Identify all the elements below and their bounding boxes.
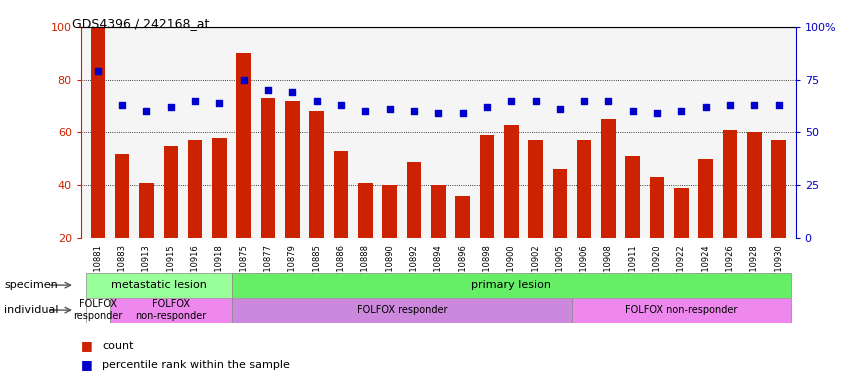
Text: FOLFOX responder: FOLFOX responder — [357, 305, 447, 315]
Point — [456, 111, 470, 117]
Point — [650, 111, 664, 117]
Bar — [407, 162, 421, 238]
Point — [358, 108, 372, 114]
Bar — [382, 185, 397, 238]
Bar — [431, 185, 446, 238]
Bar — [212, 138, 226, 238]
Bar — [140, 183, 154, 238]
Bar — [358, 183, 373, 238]
Bar — [285, 101, 300, 238]
Bar — [115, 154, 129, 238]
Bar — [231, 298, 572, 323]
Bar — [86, 273, 231, 298]
Point — [528, 98, 542, 104]
Text: FOLFOX
non-responder: FOLFOX non-responder — [135, 299, 207, 321]
Bar — [771, 141, 786, 238]
Bar — [480, 135, 494, 238]
Point — [383, 106, 397, 112]
Point — [577, 98, 591, 104]
Point — [261, 87, 275, 93]
Text: primary lesion: primary lesion — [471, 280, 551, 290]
Point — [116, 102, 129, 108]
Bar — [260, 98, 276, 238]
Point — [91, 68, 105, 74]
Bar — [334, 151, 348, 238]
Bar — [650, 177, 665, 238]
Point — [553, 106, 567, 112]
Point — [505, 98, 518, 104]
Bar — [552, 169, 567, 238]
Point — [334, 102, 348, 108]
Text: ■: ■ — [81, 339, 93, 352]
Bar — [699, 159, 713, 238]
Point — [431, 111, 445, 117]
Text: count: count — [102, 341, 134, 351]
Point — [164, 104, 178, 110]
Point — [480, 104, 494, 110]
Point — [626, 108, 640, 114]
Bar — [625, 156, 640, 238]
Bar — [310, 111, 324, 238]
Bar — [86, 298, 110, 323]
Bar — [90, 27, 106, 238]
Bar — [237, 53, 251, 238]
Text: FOLFOX non-responder: FOLFOX non-responder — [625, 305, 738, 315]
Point — [286, 89, 300, 95]
Text: FOLFOX
responder: FOLFOX responder — [73, 299, 123, 321]
Point — [237, 76, 250, 83]
Bar — [528, 141, 543, 238]
Point — [188, 98, 202, 104]
Bar — [231, 273, 791, 298]
Bar — [504, 124, 518, 238]
Bar — [455, 196, 470, 238]
Point — [723, 102, 737, 108]
Text: specimen: specimen — [4, 280, 58, 290]
Bar — [188, 141, 203, 238]
Point — [602, 98, 615, 104]
Bar — [577, 141, 591, 238]
Text: individual: individual — [4, 305, 59, 315]
Point — [310, 98, 323, 104]
Point — [140, 108, 153, 114]
Bar — [747, 132, 762, 238]
Bar — [722, 130, 737, 238]
Point — [213, 100, 226, 106]
Point — [747, 102, 761, 108]
Bar — [163, 146, 178, 238]
Point — [675, 108, 688, 114]
Text: percentile rank within the sample: percentile rank within the sample — [102, 360, 290, 370]
Point — [772, 102, 785, 108]
Point — [407, 108, 420, 114]
Bar — [601, 119, 616, 238]
Text: metastatic lesion: metastatic lesion — [111, 280, 207, 290]
Bar — [572, 298, 791, 323]
Bar — [110, 298, 231, 323]
Bar — [674, 188, 688, 238]
Text: GDS4396 / 242168_at: GDS4396 / 242168_at — [72, 17, 209, 30]
Point — [699, 104, 712, 110]
Text: ■: ■ — [81, 358, 93, 371]
